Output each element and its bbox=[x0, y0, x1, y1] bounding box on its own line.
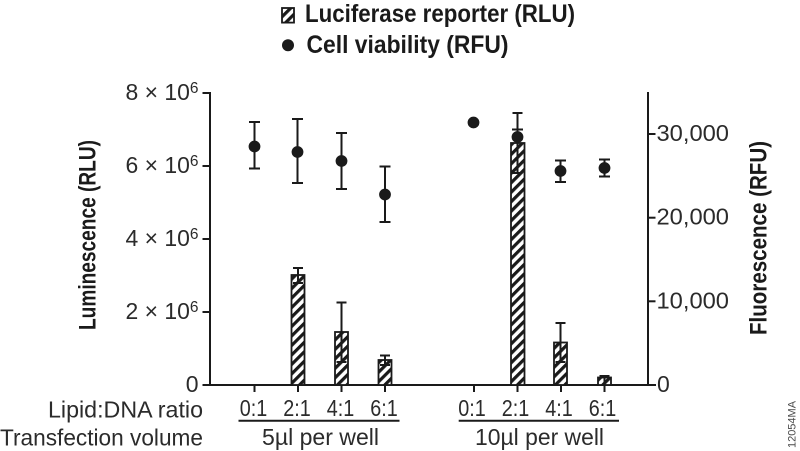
svg-text:Luminescence (RLU): Luminescence (RLU) bbox=[75, 140, 102, 330]
svg-text:5µl per well: 5µl per well bbox=[262, 424, 379, 450]
svg-text:4:1: 4:1 bbox=[545, 395, 573, 421]
svg-text:20,000: 20,000 bbox=[657, 204, 730, 230]
svg-text:30,000: 30,000 bbox=[657, 120, 730, 146]
svg-text:2:1: 2:1 bbox=[502, 395, 530, 421]
svg-text:0:1: 0:1 bbox=[240, 395, 268, 421]
svg-text:Cell viability (RFU): Cell viability (RFU) bbox=[307, 31, 509, 59]
svg-text:Fluorescence (RFU): Fluorescence (RFU) bbox=[746, 141, 773, 335]
svg-text:10µl per well: 10µl per well bbox=[475, 424, 604, 450]
svg-text:10,000: 10,000 bbox=[657, 287, 730, 313]
svg-text:0:1: 0:1 bbox=[458, 395, 486, 421]
svg-text:6:1: 6:1 bbox=[589, 395, 617, 421]
svg-text:0: 0 bbox=[657, 371, 670, 397]
svg-text:2:1: 2:1 bbox=[283, 395, 311, 421]
svg-text:0: 0 bbox=[186, 371, 199, 397]
svg-text:2 × 106: 2 × 106 bbox=[126, 298, 199, 324]
svg-text:8 × 106: 8 × 106 bbox=[126, 79, 199, 105]
svg-text:4 × 106: 4 × 106 bbox=[126, 225, 199, 251]
svg-text:Lipid:DNA ratio: Lipid:DNA ratio bbox=[48, 397, 203, 423]
svg-text:12054MA: 12054MA bbox=[787, 400, 799, 448]
svg-text:6:1: 6:1 bbox=[370, 395, 398, 421]
svg-text:4:1: 4:1 bbox=[327, 395, 355, 421]
svg-text:6 × 106: 6 × 106 bbox=[126, 152, 199, 178]
svg-text:Luciferase reporter (RLU): Luciferase reporter (RLU) bbox=[305, 0, 575, 28]
svg-text:Transfection volume: Transfection volume bbox=[0, 425, 203, 451]
